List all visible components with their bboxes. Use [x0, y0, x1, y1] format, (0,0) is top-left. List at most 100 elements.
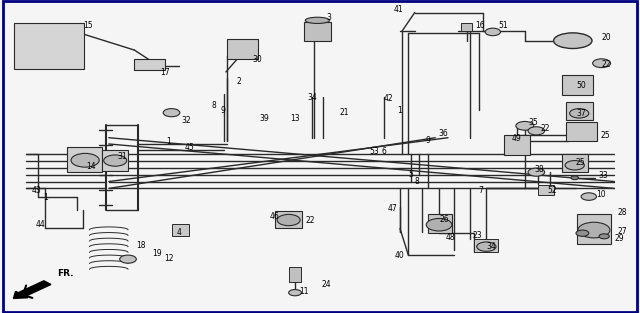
Text: 34: 34 — [307, 93, 317, 101]
Text: 11: 11 — [299, 287, 308, 295]
Circle shape — [581, 193, 596, 200]
Circle shape — [277, 214, 300, 226]
Bar — [461, 23, 472, 31]
Text: 8: 8 — [211, 101, 216, 110]
Bar — [474, 239, 498, 252]
Text: 23: 23 — [472, 231, 482, 240]
Circle shape — [599, 234, 609, 239]
Text: 48: 48 — [445, 233, 455, 242]
Circle shape — [104, 155, 127, 166]
Ellipse shape — [554, 33, 592, 49]
Text: 36: 36 — [438, 129, 448, 137]
Text: 42: 42 — [384, 94, 394, 103]
Text: 10: 10 — [596, 190, 606, 199]
Text: 29: 29 — [614, 234, 624, 243]
Circle shape — [120, 255, 136, 263]
Circle shape — [163, 109, 180, 117]
Bar — [304, 22, 331, 41]
Bar — [14, 23, 84, 69]
Text: 38: 38 — [534, 165, 544, 173]
Text: 43: 43 — [32, 187, 42, 195]
Text: 51: 51 — [498, 21, 508, 29]
Bar — [67, 147, 102, 172]
Text: 28: 28 — [618, 208, 627, 217]
Ellipse shape — [305, 17, 330, 23]
Text: 37: 37 — [576, 109, 586, 118]
Text: 30: 30 — [253, 55, 262, 64]
Circle shape — [565, 161, 584, 170]
Circle shape — [528, 127, 545, 135]
Text: 44: 44 — [35, 220, 45, 228]
Text: 5: 5 — [408, 170, 413, 179]
Text: 25: 25 — [576, 158, 586, 167]
Circle shape — [71, 153, 99, 167]
Text: 22: 22 — [602, 60, 611, 69]
Text: 17: 17 — [160, 68, 170, 77]
Text: 35: 35 — [529, 118, 538, 126]
Text: 32: 32 — [181, 116, 191, 125]
Text: 2: 2 — [237, 77, 241, 86]
Bar — [504, 135, 530, 155]
Circle shape — [477, 242, 496, 251]
Circle shape — [571, 176, 579, 180]
Text: 8: 8 — [415, 177, 419, 186]
Text: 22: 22 — [540, 125, 550, 133]
Text: 45: 45 — [184, 143, 194, 152]
Text: 31: 31 — [117, 152, 127, 161]
Text: 3: 3 — [326, 13, 332, 22]
Text: 25: 25 — [600, 131, 610, 140]
Text: 1: 1 — [397, 106, 401, 115]
Circle shape — [516, 121, 534, 130]
Text: 15: 15 — [83, 21, 93, 29]
Text: 33: 33 — [598, 172, 608, 180]
Text: 46: 46 — [270, 212, 280, 221]
Text: 52: 52 — [548, 187, 557, 195]
Circle shape — [578, 222, 610, 238]
Circle shape — [485, 28, 500, 36]
Bar — [289, 267, 301, 282]
Text: 27: 27 — [618, 227, 627, 236]
Bar — [172, 224, 189, 236]
Text: 47: 47 — [387, 204, 397, 213]
Text: 41: 41 — [394, 5, 403, 14]
Circle shape — [289, 290, 301, 296]
Text: 40: 40 — [395, 251, 404, 259]
Text: 9: 9 — [221, 106, 226, 115]
Text: 13: 13 — [291, 115, 300, 123]
Circle shape — [570, 109, 589, 118]
Text: 14: 14 — [86, 162, 96, 171]
Text: 19: 19 — [152, 249, 162, 258]
Text: 18: 18 — [136, 241, 146, 250]
Text: FR.: FR. — [58, 269, 74, 278]
Text: 53: 53 — [369, 147, 379, 156]
Bar — [134, 59, 165, 70]
Bar — [562, 154, 588, 172]
Text: 49: 49 — [512, 134, 522, 143]
Bar — [577, 214, 611, 244]
Bar — [428, 214, 452, 233]
Bar — [562, 75, 593, 95]
Text: 50: 50 — [576, 81, 586, 90]
Circle shape — [593, 59, 611, 68]
Text: 21: 21 — [339, 108, 349, 117]
FancyArrow shape — [13, 281, 51, 298]
Circle shape — [576, 230, 589, 236]
Text: 1: 1 — [44, 193, 48, 202]
Circle shape — [426, 218, 452, 231]
Text: 39: 39 — [260, 115, 269, 123]
Bar — [566, 102, 593, 120]
Bar — [227, 39, 258, 59]
Bar — [102, 150, 128, 171]
Text: 7: 7 — [479, 187, 484, 195]
Text: 12: 12 — [164, 254, 174, 263]
Text: 6: 6 — [381, 147, 387, 156]
Text: 34: 34 — [486, 242, 496, 251]
Bar — [275, 211, 302, 228]
Text: 9: 9 — [426, 136, 431, 145]
Text: 1: 1 — [166, 137, 171, 146]
Text: 24: 24 — [322, 280, 332, 289]
Text: 16: 16 — [475, 21, 484, 29]
Circle shape — [528, 168, 545, 176]
Bar — [566, 122, 597, 141]
Text: 26: 26 — [439, 215, 449, 223]
